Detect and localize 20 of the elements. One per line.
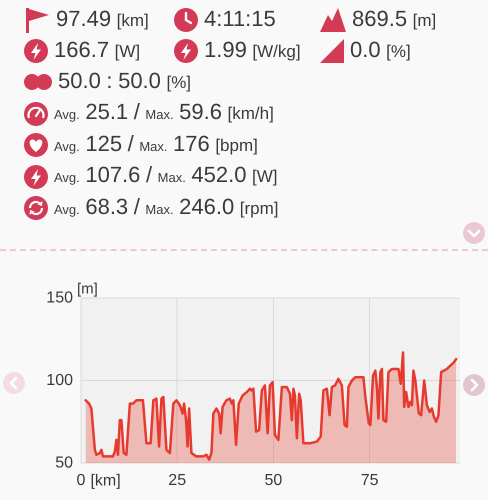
y-tick-label: 50: [55, 454, 74, 472]
text: Avg. 25.1 / Max. 59.6 [km/h]: [54, 99, 274, 124]
x-tick-label: 0: [76, 472, 86, 490]
text: 869.5 [m]: [352, 6, 436, 30]
x-tick-label: 50: [264, 472, 282, 490]
text: Avg. 107.6 / Max. 452.0 [W]: [54, 162, 278, 187]
text: 97.49 [km]: [56, 6, 149, 30]
y-tick-label: 100: [46, 372, 74, 389]
text: Avg. 125 / Max. 176 [bpm]: [54, 130, 258, 156]
text: 166.7 [W]: [54, 36, 140, 62]
text: Avg. 68.3 / Max. 246.0 [rpm]: [54, 194, 279, 218]
text: 4:11:15: [204, 6, 276, 30]
x-tick-label: 25: [168, 472, 186, 490]
text: 1.99 [W/kg]: [204, 36, 301, 62]
text: 50.0 : 50.0 [%]: [58, 68, 192, 92]
x-tick-label: 75: [360, 472, 379, 490]
y-tick-label: 150: [46, 289, 74, 306]
y-axis-title: [m]: [77, 280, 98, 298]
x-axis-title: [km]: [90, 472, 121, 490]
text: 0.0 [%]: [350, 36, 411, 62]
